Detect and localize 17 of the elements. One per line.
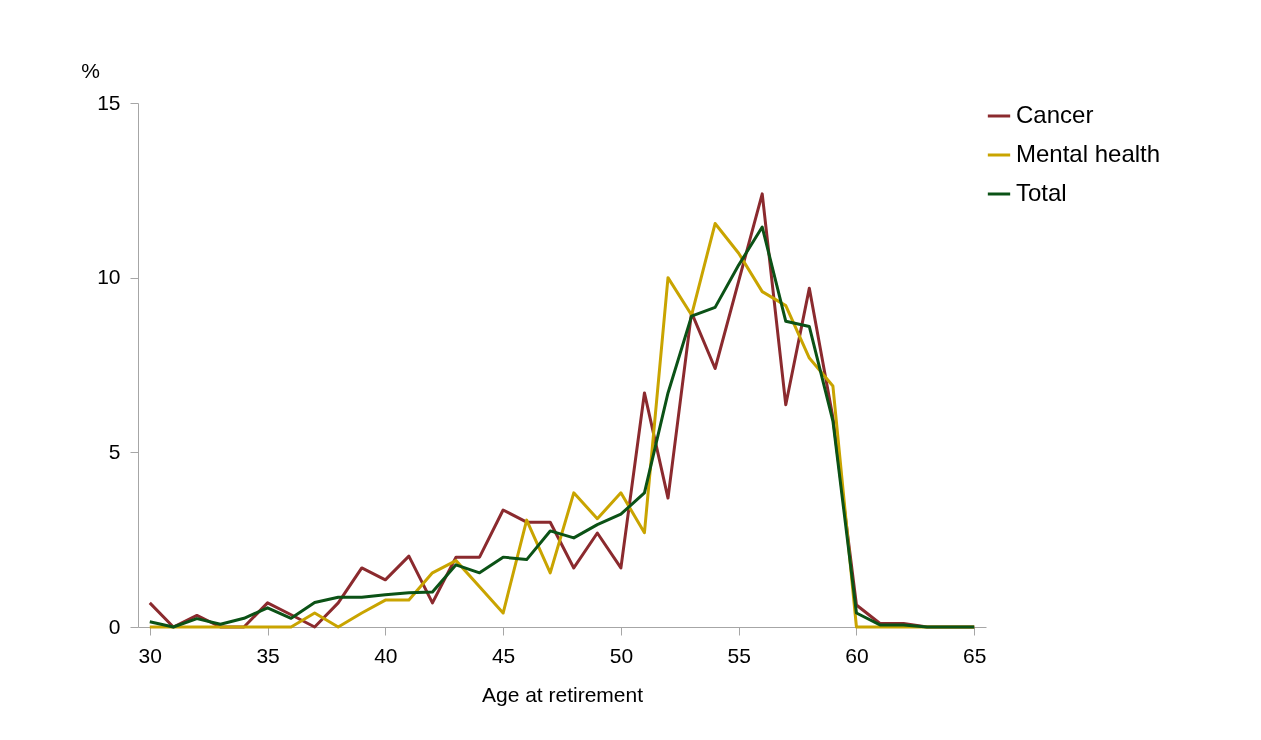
legend-label: Total	[1016, 179, 1067, 206]
x-axis-title: Age at retirement	[481, 682, 644, 706]
x-tick-label: 40	[374, 643, 398, 667]
x-tick-label: 50	[609, 643, 634, 667]
y-tick-label: 5	[108, 439, 121, 463]
y-axis-title: %	[81, 58, 100, 82]
x-tick-label: 60	[845, 643, 869, 667]
x-tick-label: 30	[138, 643, 162, 667]
y-tick-label: 0	[108, 614, 121, 638]
y-tick-label: 10	[97, 265, 121, 289]
x-tick-label: 35	[256, 643, 280, 667]
y-tick-label: 15	[97, 90, 121, 114]
x-tick-label: 45	[491, 643, 516, 667]
x-tick-label: 65	[963, 643, 987, 667]
legend-label: Mental health	[1016, 140, 1161, 167]
x-tick-label: 55	[727, 643, 751, 667]
legend-label: Cancer	[1016, 101, 1094, 128]
